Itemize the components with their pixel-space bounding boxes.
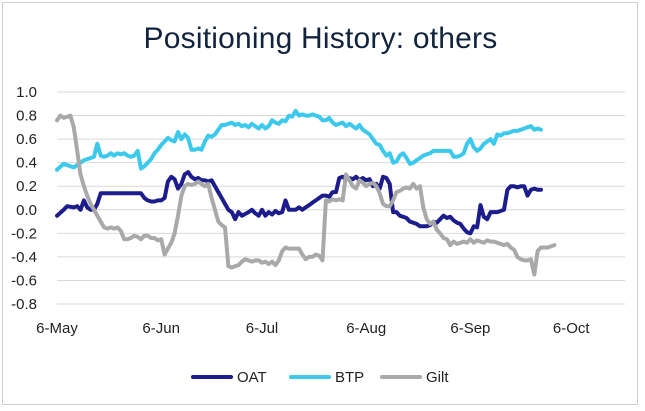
legend-label-oat: OAT: [237, 369, 267, 386]
series-line-oat: [55, 170, 543, 236]
series-line-btp: [55, 108, 543, 172]
legend-label-btp: BTP: [335, 369, 364, 386]
x-tick-label: 6-Oct: [553, 320, 591, 337]
x-tick-label: 6-Jul: [246, 320, 279, 337]
y-tick-label: -0.2: [11, 225, 37, 242]
legend: OAT BTP Gilt: [191, 369, 449, 386]
y-tick-label: -0.8: [11, 296, 37, 313]
x-tick-label: 6-Jun: [142, 320, 180, 337]
chart-frame: [2, 2, 638, 405]
x-axis-ticks: 6-May 6-Jun 6-Jul 6-Aug 6-Sep 6-Oct: [36, 320, 590, 337]
series-lines: [55, 108, 557, 277]
x-tick-label: 6-May: [36, 320, 78, 337]
y-tick-label: 0.6: [16, 131, 37, 148]
y-tick-label: 0.4: [16, 155, 37, 172]
chart-title: Positioning History: others: [143, 22, 498, 55]
y-axis-ticks: -0.8 -0.6 -0.4 -0.2 0.0 0.2 0.4 0.6 0.8 1.0: [11, 84, 37, 313]
x-tick-label: 6-Aug: [346, 320, 386, 337]
y-tick-label: 1.0: [16, 84, 37, 101]
y-tick-label: 0.2: [16, 178, 37, 195]
x-tick-label: 6-Sep: [450, 320, 490, 337]
series-line-gilt: [55, 113, 557, 277]
gridlines: [57, 91, 625, 305]
y-tick-label: 0.0: [16, 202, 37, 219]
legend-label-gilt: Gilt: [426, 369, 449, 386]
y-tick-label: -0.4: [11, 249, 37, 266]
y-tick-label: 0.8: [16, 108, 37, 125]
y-tick-label: -0.6: [11, 272, 37, 289]
